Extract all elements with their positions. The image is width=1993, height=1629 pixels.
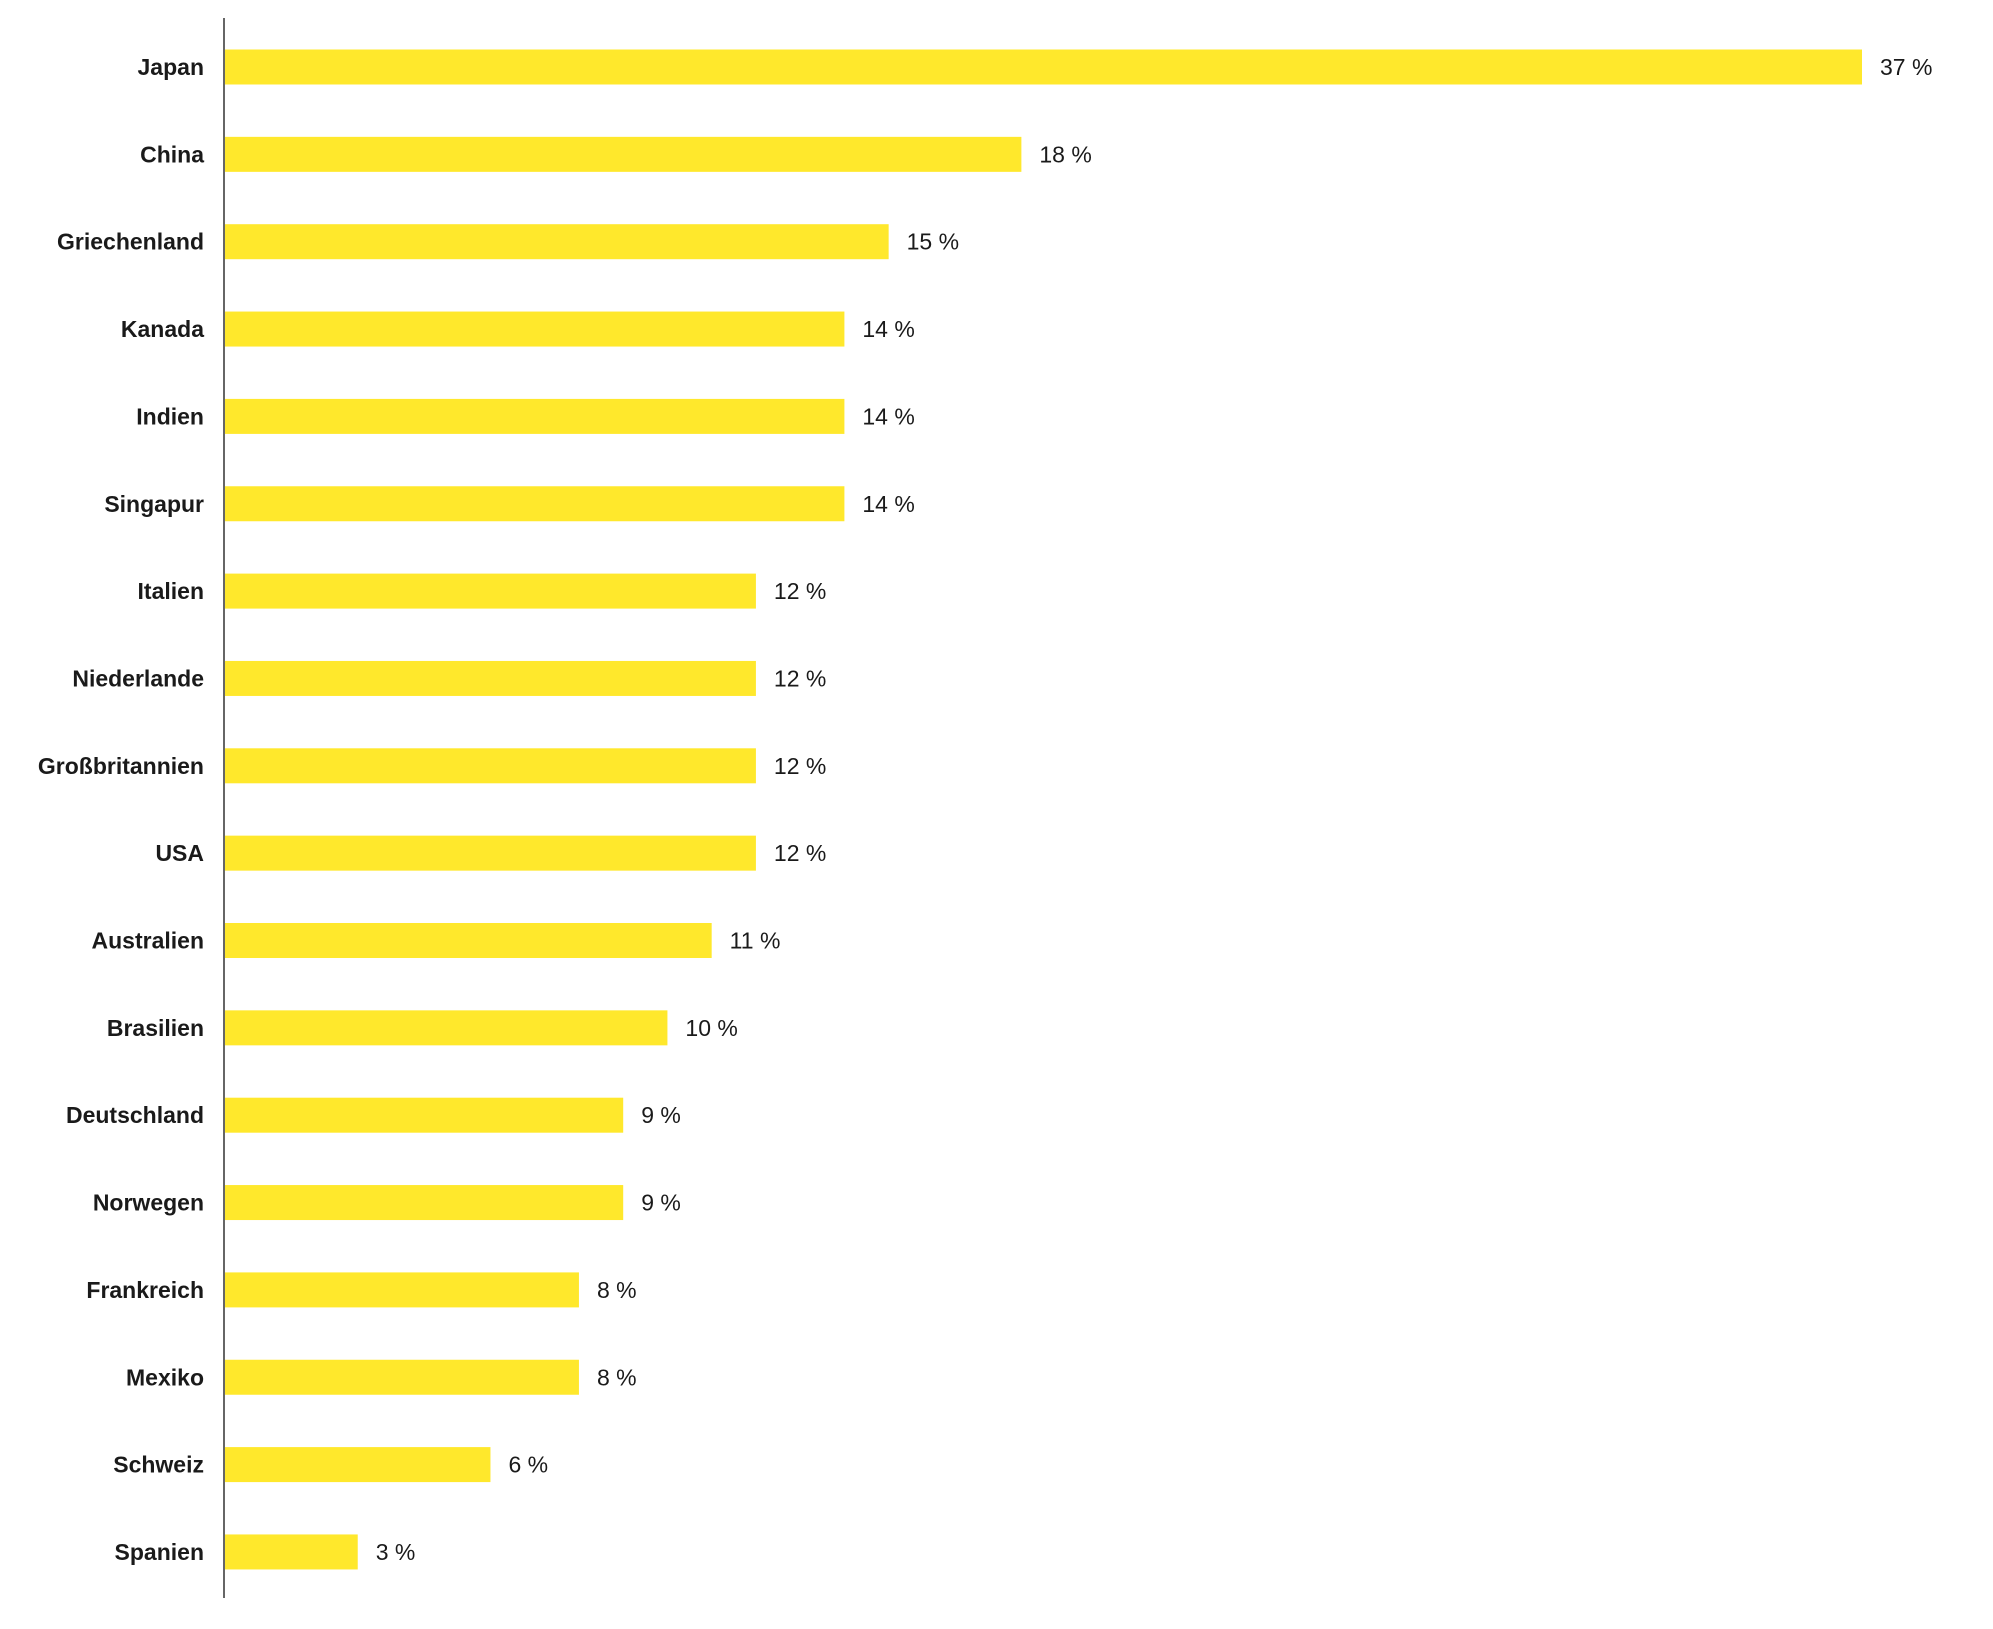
value-label-norwegen: 9 % xyxy=(641,1190,681,1216)
value-label-china: 18 % xyxy=(1039,141,1091,167)
bar-australien xyxy=(225,923,712,958)
value-label-kanada: 14 % xyxy=(862,316,914,342)
bar-grossbritannien xyxy=(225,748,756,784)
value-label-deutschland: 9 % xyxy=(641,1102,681,1128)
value-label-italien: 12 % xyxy=(774,578,826,604)
category-label-grossbritannien: Großbritannien xyxy=(38,753,204,779)
category-label-deutschland: Deutschland xyxy=(66,1102,204,1128)
bar-usa xyxy=(225,835,756,871)
category-label-italien: Italien xyxy=(138,578,204,604)
value-label-mexiko: 8 % xyxy=(597,1364,637,1390)
value-label-usa: 12 % xyxy=(774,840,826,866)
bar-mexiko xyxy=(225,1359,579,1395)
category-label-mexiko: Mexiko xyxy=(126,1364,204,1390)
bar-deutschland xyxy=(225,1097,624,1133)
value-label-grossbritannien: 12 % xyxy=(774,753,826,779)
bar-griechenland xyxy=(225,224,889,260)
category-label-brasilien: Brasilien xyxy=(107,1015,204,1041)
category-label-singapur: Singapur xyxy=(104,491,204,517)
value-labels-group: 37 % 18 % 15 % 14 % 14 % 14 % 12 % 12 % 12 % 12 %… xyxy=(376,54,1933,1565)
bar-indien xyxy=(225,398,845,434)
value-label-spanien: 3 % xyxy=(376,1539,416,1565)
category-label-indien: Indien xyxy=(136,403,204,429)
category-label-usa: USA xyxy=(155,840,204,866)
category-label-australien: Australien xyxy=(92,928,204,954)
bar-frankreich xyxy=(225,1272,579,1308)
value-label-niederlande: 12 % xyxy=(774,665,826,691)
bar-italien xyxy=(225,573,756,609)
category-label-frankreich: Frankreich xyxy=(86,1277,204,1303)
category-label-niederlande: Niederlande xyxy=(72,665,204,691)
bar-japan xyxy=(225,49,1862,85)
bar-spanien xyxy=(225,1534,358,1570)
bar-singapur xyxy=(225,486,845,522)
value-label-brasilien: 10 % xyxy=(685,1015,737,1041)
category-label-china: China xyxy=(140,141,204,167)
value-label-australien: 11 % xyxy=(730,928,781,954)
value-label-japan: 37 % xyxy=(1880,54,1932,80)
value-label-singapur: 14 % xyxy=(862,491,914,517)
category-label-norwegen: Norwegen xyxy=(93,1190,204,1216)
bar-niederlande xyxy=(225,660,756,696)
category-label-kanada: Kanada xyxy=(121,316,204,342)
category-label-spanien: Spanien xyxy=(115,1539,204,1565)
category-labels-group: Japan China Griechenland Kanada Indien Singap… xyxy=(38,54,204,1565)
bar-kanada xyxy=(225,311,845,347)
bar-brasilien xyxy=(225,1010,668,1046)
bar-china xyxy=(225,136,1022,172)
category-label-griechenland: Griechenland xyxy=(57,229,204,255)
bar-schweiz xyxy=(225,1447,491,1483)
bar-norwegen xyxy=(225,1185,624,1221)
value-label-schweiz: 6 % xyxy=(508,1452,548,1478)
value-label-frankreich: 8 % xyxy=(597,1277,637,1303)
category-label-schweiz: Schweiz xyxy=(113,1452,204,1478)
value-label-griechenland: 15 % xyxy=(907,229,959,255)
bars-group xyxy=(225,49,1862,1570)
category-label-japan: Japan xyxy=(138,54,204,80)
value-label-indien: 14 % xyxy=(862,403,914,429)
